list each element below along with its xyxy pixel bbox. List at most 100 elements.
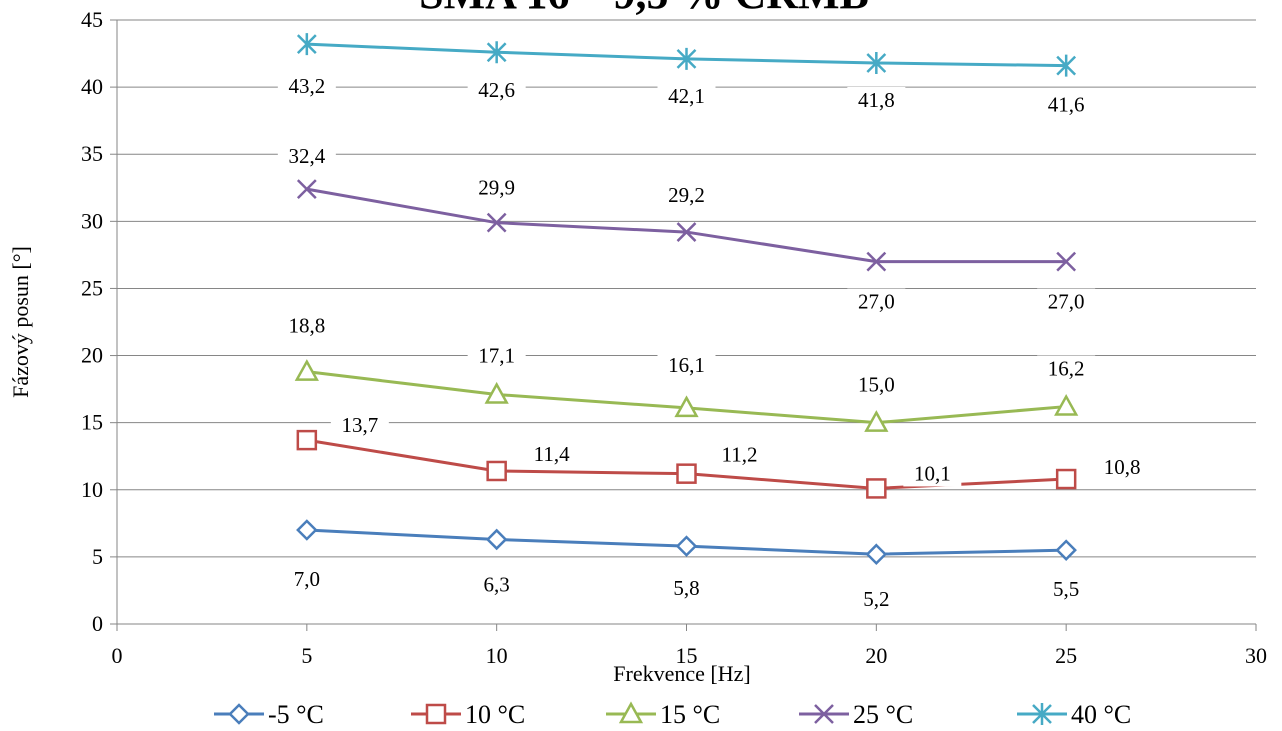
data-point-marker xyxy=(676,222,697,242)
legend-label: 15 °C xyxy=(660,700,720,729)
x-tick-label: 30 xyxy=(1245,643,1267,668)
x-axis-label: Frekvence [Hz] xyxy=(613,661,750,686)
x-tick-label: 15 xyxy=(676,643,698,668)
data-label: 29,9 xyxy=(478,176,515,200)
x-tick-label: 20 xyxy=(865,643,887,668)
data-label-bg xyxy=(710,441,769,468)
data-label: 11,4 xyxy=(534,442,570,466)
data-label-bg xyxy=(903,460,962,487)
data-point-marker xyxy=(486,460,507,482)
y-tick-label: 15 xyxy=(81,410,103,435)
legend-marker xyxy=(228,703,250,725)
series-markers xyxy=(294,33,1079,565)
data-label: 41,6 xyxy=(1048,93,1085,117)
data-label: 5,5 xyxy=(1053,577,1079,601)
data-point-marker xyxy=(1056,251,1077,272)
data-label: 42,6 xyxy=(478,78,515,102)
data-label: 16,1 xyxy=(668,353,705,377)
data-label: 41,8 xyxy=(858,88,895,112)
data-label: 29,2 xyxy=(668,183,705,207)
data-point-marker xyxy=(1055,539,1077,561)
data-label: 43,2 xyxy=(288,74,325,98)
data-label-bg xyxy=(657,182,716,209)
data-label-bg xyxy=(847,288,906,315)
data-point-marker xyxy=(1055,468,1077,490)
y-tick-label: 10 xyxy=(81,477,103,502)
data-point-marker xyxy=(676,463,697,484)
data-point-marker xyxy=(864,410,889,432)
data-point-marker xyxy=(674,395,699,418)
data-point-marker xyxy=(485,528,508,551)
x-tick-label: 0 xyxy=(112,643,123,668)
data-label-bg xyxy=(277,73,336,100)
data-label-bg xyxy=(1037,91,1096,118)
data-point-marker xyxy=(866,51,887,74)
data-point-marker xyxy=(486,41,507,64)
data-point-marker xyxy=(484,381,509,404)
chart-title: SMA 16 – 9,5 % CRMB xyxy=(419,0,869,18)
y-tick-label: 35 xyxy=(81,141,103,166)
data-label-bg xyxy=(522,440,581,467)
data-label: 13,7 xyxy=(341,413,378,437)
x-tick-label: 25 xyxy=(1055,643,1077,668)
data-label: 5,2 xyxy=(863,587,889,611)
data-label-bg xyxy=(1037,355,1096,382)
y-tick-label: 5 xyxy=(92,544,103,569)
data-label: 27,0 xyxy=(1048,290,1085,314)
y-tick-label: 40 xyxy=(81,74,103,99)
data-point-marker xyxy=(296,179,317,200)
y-tick-label: 0 xyxy=(92,611,103,636)
data-point-marker xyxy=(296,429,318,451)
data-label-bg xyxy=(847,86,906,113)
data-label-bg xyxy=(1037,288,1096,315)
data-label-bg xyxy=(657,351,716,378)
y-tick-label: 25 xyxy=(81,275,103,300)
legend-label: 25 °C xyxy=(853,700,913,729)
y-tick-label: 30 xyxy=(81,208,103,233)
data-labels: 7,0 6,3 5,8 5,2 5,5 13,7 11,4 11,2 10,1 10,8 18,8 1… xyxy=(277,73,1152,613)
data-label-bg xyxy=(277,312,336,339)
data-label-bg xyxy=(467,77,526,104)
x-tick-label: 10 xyxy=(486,643,508,668)
data-label: 18,8 xyxy=(288,314,325,338)
data-label: 27,0 xyxy=(858,290,895,314)
axes: 0 5 10 15 20 25 30 35 40 45 0 5 10 15 20 25 30 xyxy=(81,7,1267,668)
x-tick-label: 5 xyxy=(301,643,312,668)
data-point-marker xyxy=(296,519,318,541)
data-label-bg xyxy=(1093,454,1152,481)
legend-marker xyxy=(814,704,834,724)
data-label: 10,1 xyxy=(914,461,951,485)
data-label: 16,2 xyxy=(1048,357,1085,381)
data-label-bg xyxy=(467,571,526,598)
data-point-marker xyxy=(1054,393,1079,416)
data-label-bg xyxy=(330,412,389,439)
y-tick-label: 20 xyxy=(81,343,103,368)
legend: -5 °C 10 °C 15 °C 25 °C 40 °C xyxy=(214,700,1131,729)
data-label: 10,8 xyxy=(1104,455,1141,479)
data-point-marker xyxy=(866,251,887,272)
data-label-bg xyxy=(657,82,716,109)
data-point-marker xyxy=(1056,54,1077,77)
data-label: 5,8 xyxy=(673,576,699,600)
legend-marker xyxy=(425,703,447,725)
y-axis-label: Fázový posun [°] xyxy=(8,246,33,398)
legend-marker xyxy=(1032,703,1052,725)
data-label-bg xyxy=(467,174,526,201)
data-point-marker xyxy=(866,478,887,499)
data-label: 42,1 xyxy=(668,84,705,108)
data-label-bg xyxy=(847,586,906,613)
legend-label: -5 °C xyxy=(268,700,324,729)
data-label-bg xyxy=(277,566,336,593)
data-label: 15,0 xyxy=(858,373,895,397)
data-point-marker xyxy=(676,47,697,70)
data-label-bg xyxy=(847,371,906,398)
legend-label: 10 °C xyxy=(465,700,525,729)
data-label: 17,1 xyxy=(478,343,515,367)
legend-label: 40 °C xyxy=(1071,700,1131,729)
data-label-bg xyxy=(657,575,716,602)
y-tick-label: 45 xyxy=(81,7,103,32)
data-point-marker xyxy=(486,212,507,233)
data-point-marker xyxy=(675,535,698,557)
legend-marker xyxy=(618,701,644,724)
